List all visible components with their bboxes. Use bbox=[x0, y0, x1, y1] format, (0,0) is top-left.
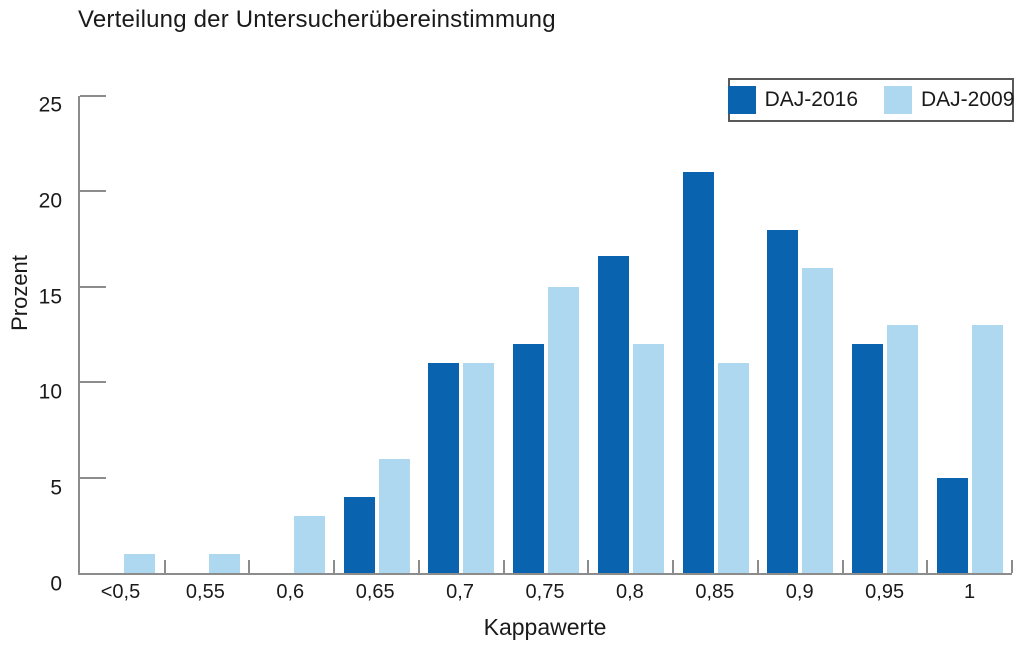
y-axis-tick bbox=[80, 190, 106, 193]
bar-daj-2009-055 bbox=[209, 553, 241, 573]
bar-group-1 bbox=[927, 96, 1014, 573]
bar-daj-2009-085 bbox=[717, 363, 749, 573]
x-axis-tick bbox=[1011, 560, 1014, 573]
y-tick-label: 10 bbox=[38, 380, 62, 404]
bar-group-09 bbox=[758, 96, 844, 573]
x-axis-tick bbox=[756, 560, 759, 573]
y-tick-label: 5 bbox=[50, 476, 62, 500]
x-tick-label: 0,75 bbox=[525, 581, 565, 603]
legend-item-daj-2016: DAJ-2016 bbox=[727, 86, 858, 114]
x-axis-title: Kappawerte bbox=[483, 614, 607, 640]
y-axis-tick bbox=[80, 285, 106, 288]
chart-title: Verteilung der Untersucherübereinstimmun… bbox=[78, 6, 556, 33]
bar-group-08 bbox=[588, 96, 675, 573]
x-axis-tick bbox=[841, 560, 844, 573]
y-axis-tick bbox=[80, 476, 106, 479]
bar-group-085 bbox=[673, 96, 759, 573]
x-tick-label: 0,8 bbox=[615, 581, 644, 603]
legend: DAJ-2016 DAJ-2009 bbox=[727, 78, 1014, 122]
y-tick-label: 0 bbox=[50, 572, 62, 596]
y-tick-label: 20 bbox=[38, 189, 62, 213]
x-tick-label: 0,55 bbox=[185, 581, 225, 603]
y-tick-label: 25 bbox=[38, 93, 62, 117]
bar-daj-2009-075 bbox=[548, 286, 580, 573]
x-axis-tick-labels: <0,5 0,55 0,6 0,65 0,7 0,75 0,8 0,85 0,9 0,95 1 bbox=[78, 581, 1012, 604]
x-axis-tick bbox=[417, 560, 420, 573]
x-tick-label: 0,95 bbox=[865, 581, 905, 603]
bar-daj-2016-095 bbox=[851, 344, 883, 573]
bar-group-065 bbox=[334, 96, 420, 573]
bar-daj-2009-065 bbox=[378, 458, 410, 573]
bar-daj-2016-09 bbox=[767, 229, 799, 573]
bar-daj-2009-095 bbox=[886, 324, 918, 573]
x-tick-label: 0,65 bbox=[355, 581, 395, 603]
x-axis-tick bbox=[248, 560, 251, 573]
bar-daj-2009-06 bbox=[293, 515, 325, 573]
bar-daj-2016-075 bbox=[513, 344, 545, 573]
x-tick-label: 0,6 bbox=[276, 581, 305, 603]
bar-daj-2016-085 bbox=[682, 172, 714, 573]
bar-group-07 bbox=[419, 96, 505, 573]
bar-daj-2009-07 bbox=[463, 363, 495, 573]
y-axis-tick bbox=[80, 95, 106, 97]
x-tick-label: <0,5 bbox=[100, 581, 141, 603]
legend-swatch-daj-2016 bbox=[727, 86, 756, 114]
bar-daj-2016-07 bbox=[428, 363, 460, 573]
bar-groups bbox=[80, 96, 1014, 573]
bar-daj-2009-05 bbox=[124, 553, 156, 573]
y-axis-tick bbox=[80, 381, 106, 384]
x-tick-label: 0,9 bbox=[785, 581, 814, 603]
legend-label: DAJ-2009 bbox=[921, 88, 1015, 111]
bar-daj-2009-09 bbox=[802, 267, 834, 573]
bar-group-06 bbox=[249, 96, 336, 573]
y-axis-title: Prozent bbox=[7, 255, 32, 331]
bar-group-055 bbox=[165, 96, 251, 573]
bar-daj-2016-065 bbox=[343, 496, 375, 573]
x-axis-tick bbox=[672, 560, 675, 573]
legend-label: DAJ-2016 bbox=[764, 88, 858, 111]
bar-group-075 bbox=[504, 96, 590, 573]
bar-daj-2009-1 bbox=[971, 324, 1003, 573]
bar-daj-2009-08 bbox=[632, 344, 664, 573]
plot-area bbox=[78, 95, 1014, 575]
y-tick-label: 15 bbox=[38, 285, 62, 309]
x-axis-tick bbox=[333, 560, 336, 573]
x-tick-label: 0,7 bbox=[446, 581, 474, 603]
x-tick-label: 0,85 bbox=[695, 581, 735, 603]
x-axis-tick bbox=[502, 560, 505, 573]
bar-group-095 bbox=[843, 96, 929, 573]
bar-group-05 bbox=[80, 96, 166, 573]
x-axis-tick bbox=[926, 560, 929, 573]
x-axis-tick bbox=[163, 560, 166, 573]
x-axis-tick bbox=[587, 560, 590, 573]
legend-swatch-daj-2009 bbox=[884, 86, 912, 114]
bar-daj-2016-08 bbox=[597, 256, 629, 573]
x-tick-label: 1 bbox=[963, 581, 976, 603]
bar-daj-2016-1 bbox=[936, 477, 968, 573]
legend-item-daj-2009: DAJ-2009 bbox=[884, 86, 1014, 114]
y-axis-tick-labels: 0 5 10 15 20 25 bbox=[0, 93, 62, 595]
